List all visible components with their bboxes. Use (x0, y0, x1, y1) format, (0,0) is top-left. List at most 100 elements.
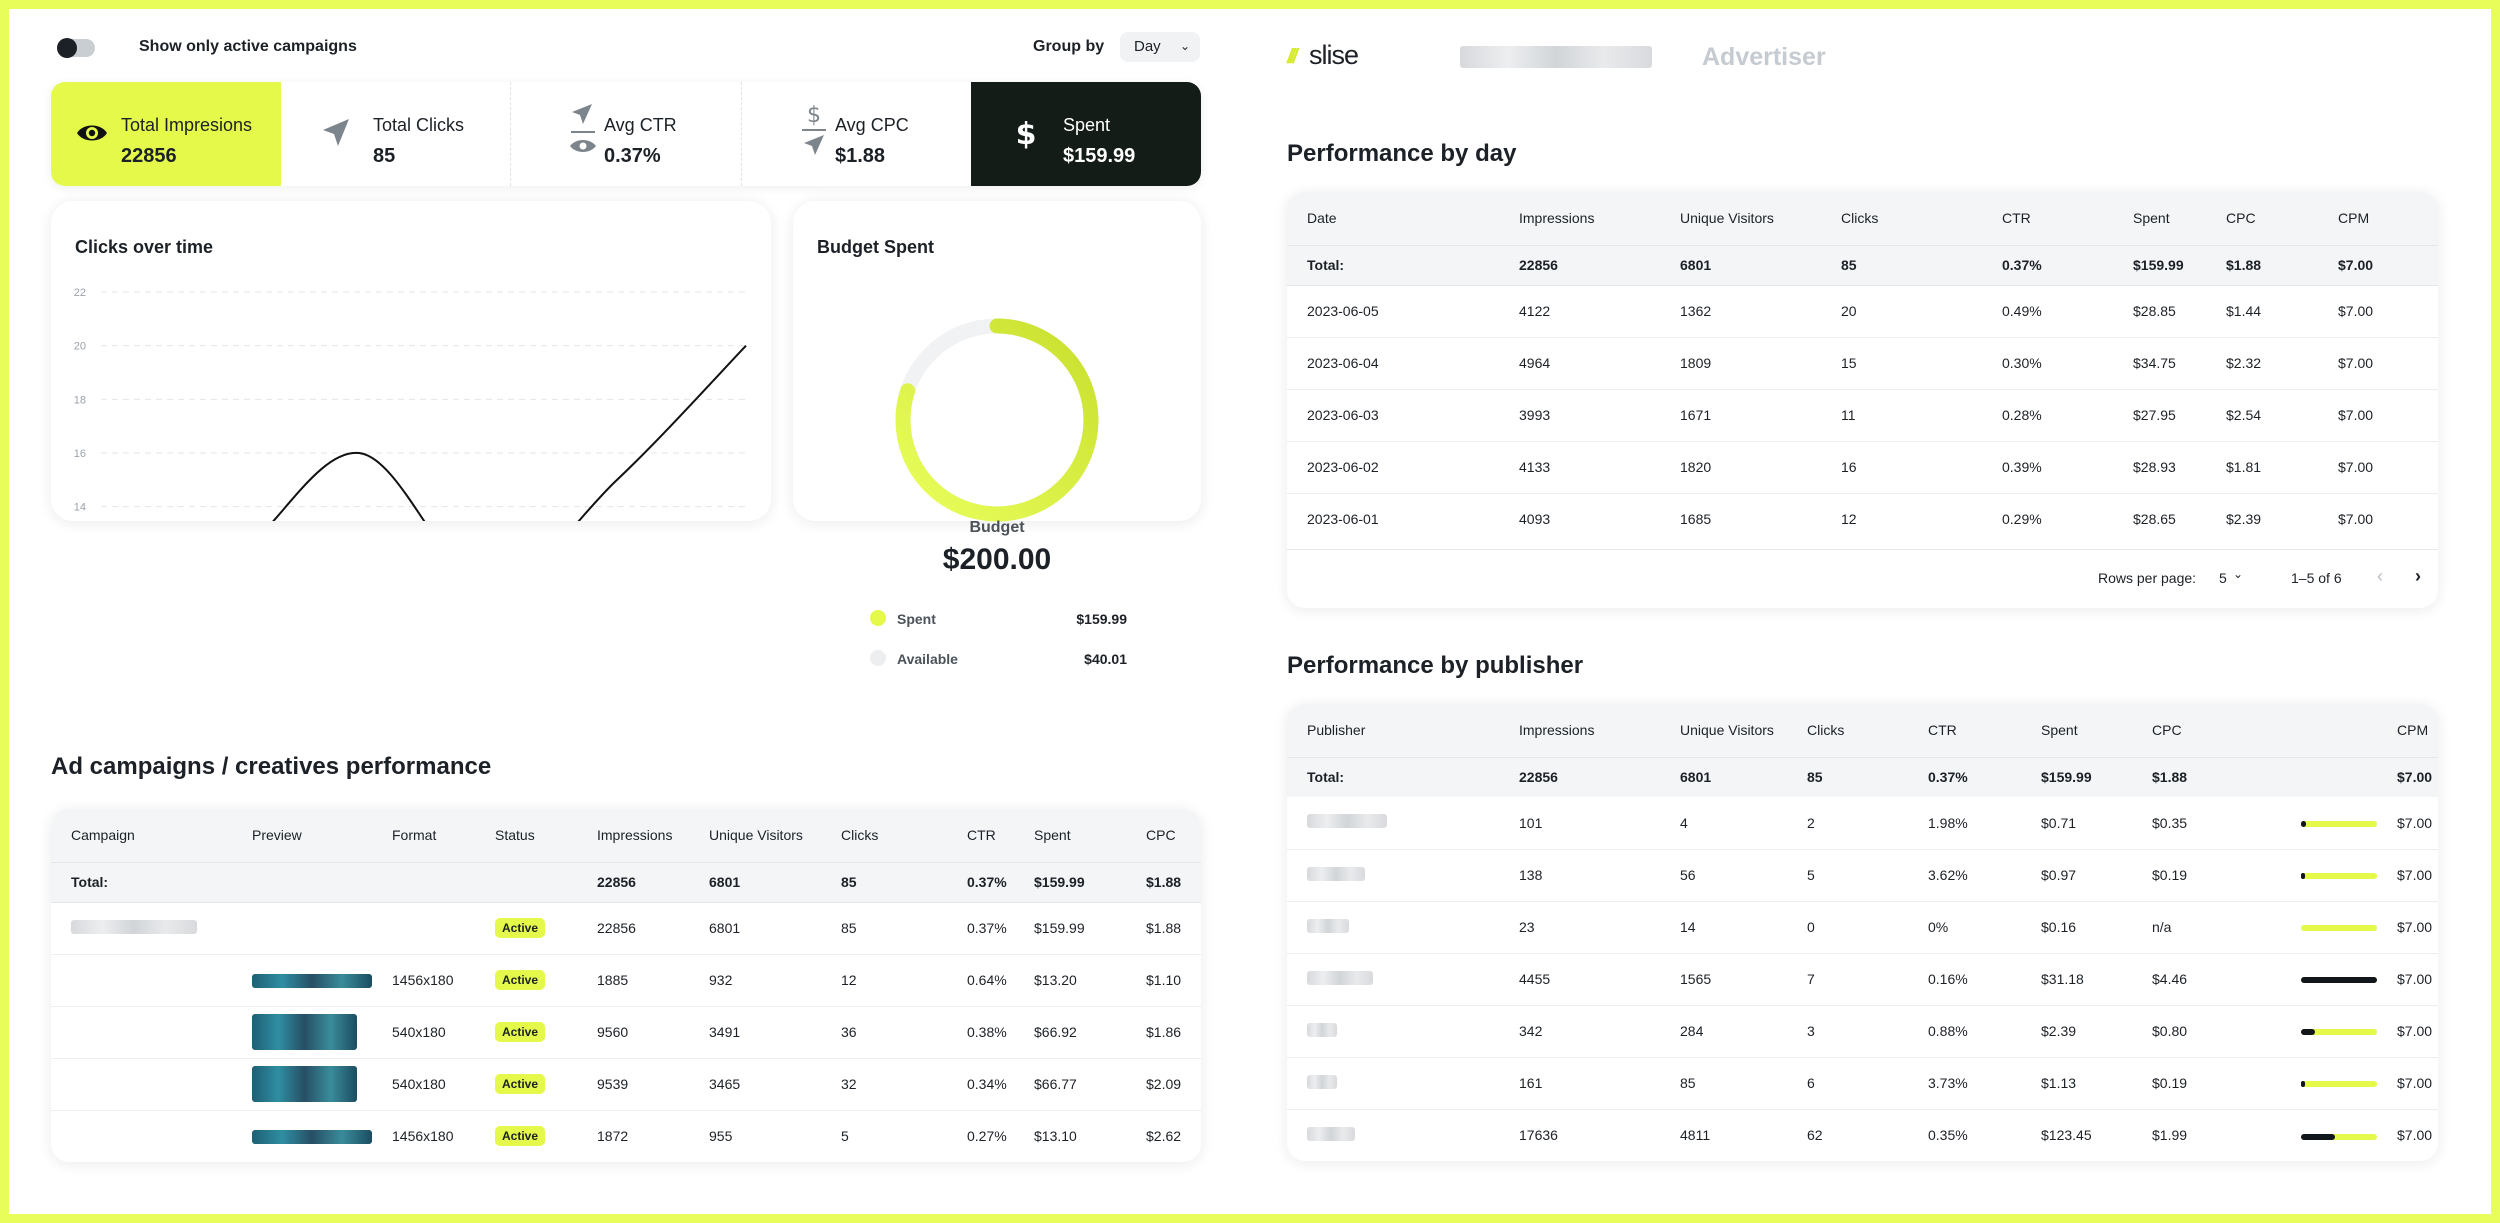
chevron-right-icon[interactable]: › (2415, 566, 2421, 586)
legend-spent-value: $159.99 (1076, 611, 1127, 627)
creative-preview[interactable] (252, 1130, 372, 1145)
col-campaign[interactable]: Campaign (51, 809, 232, 862)
table-row[interactable]: 540x180 Active 9539 3465 32 0.34% $66.77… (51, 1058, 1201, 1111)
col-status[interactable]: Status (475, 809, 577, 862)
creative-preview[interactable] (252, 974, 372, 989)
cell: 0.49% (1982, 285, 2113, 338)
cell: $159.99 (2113, 244, 2206, 286)
col-clicks[interactable]: Clicks (821, 809, 947, 862)
col-format[interactable]: Format (372, 809, 475, 862)
table-row[interactable]: 2023-06-02 4133 1820 16 0.39% $28.93 $1.… (1287, 441, 2438, 494)
cell: $1.13 (2021, 1057, 2132, 1110)
col-publisher[interactable]: Publisher (1287, 704, 1499, 757)
cell: $13.20 (1014, 954, 1126, 1007)
stat-label: Avg CTR (604, 115, 677, 135)
table-row[interactable]: 540x180 Active 9560 3491 36 0.38% $66.92… (51, 1006, 1201, 1059)
table-row[interactable]: 23 14 0 0% $0.16 n/a $7.00 (1287, 901, 2438, 954)
cell: $7.00 (2318, 285, 2438, 338)
col-clicks[interactable]: Clicks (1787, 704, 1908, 757)
cpc-bar (2301, 873, 2377, 880)
cell: $1.88 (2132, 756, 2281, 797)
cell: 3491 (689, 1006, 821, 1059)
table-row[interactable]: 2023-06-05 4122 1362 20 0.49% $28.85 $1.… (1287, 285, 2438, 338)
cell: 14 (1660, 901, 1787, 954)
stat-spent[interactable]: $ Spent $159.99 (971, 82, 1201, 186)
cell: 6801 (1660, 244, 1821, 286)
table-row[interactable]: 2023-06-03 3993 1671 11 0.28% $27.95 $2.… (1287, 389, 2438, 442)
table-row[interactable]: 138 56 5 3.62% $0.97 $0.19 $7.00 (1287, 849, 2438, 902)
cell: $1.86 (1126, 1006, 1201, 1059)
creative-preview[interactable] (252, 1014, 357, 1050)
col-cpm[interactable]: CPM (2377, 704, 2438, 757)
table-row[interactable]: 1456x180 Active 1872 955 5 0.27% $13.10 … (51, 1110, 1201, 1162)
table-row[interactable]: Active 22856 6801 85 0.37% $159.99 $1.88 (51, 902, 1201, 955)
cell: $7.00 (2377, 953, 2438, 1006)
cell: $7.00 (2377, 797, 2438, 850)
cell: 22856 (1499, 756, 1660, 797)
col-cpm[interactable]: CPM (2318, 192, 2438, 245)
stat-total-clicks[interactable]: Total Clicks 85 (281, 82, 511, 186)
rows-per-page-select[interactable]: 5 ⌄ (2219, 567, 2259, 586)
col-ctr[interactable]: CTR (1982, 192, 2113, 245)
col-impressions[interactable]: Impressions (1499, 192, 1660, 245)
pagination-divider (1287, 549, 2438, 550)
cell: 85 (1660, 1057, 1787, 1110)
logo-mark-icon: /// (1287, 46, 1298, 68)
cell: 284 (1660, 1005, 1787, 1058)
col-impressions[interactable]: Impressions (1499, 704, 1660, 757)
cell: 4455 (1499, 953, 1660, 1006)
cpc-bar (2301, 977, 2377, 984)
cell: 0.38% (947, 1006, 1014, 1059)
stat-total-impressions[interactable]: Total Impresions 22856 (51, 82, 281, 186)
cell: n/a (2132, 901, 2281, 954)
budget-spent-arc (895, 318, 1099, 522)
col-impressions[interactable]: Impressions (577, 809, 689, 862)
col-unique-visitors[interactable]: Unique Visitors (1660, 704, 1787, 757)
cpc-bar (2301, 1029, 2377, 1036)
col-cpc[interactable]: CPC (1126, 809, 1201, 862)
col-spent[interactable]: Spent (2021, 704, 2132, 757)
col-cpc[interactable]: CPC (2132, 704, 2281, 757)
chart-title: Clicks over time (75, 237, 214, 257)
stat-avg-ctr[interactable]: Avg CTR 0.37% (512, 82, 742, 186)
cell: $0.16 (2021, 901, 2132, 954)
total-row: Total: 22856 6801 85 0.37% $159.99 $1.88 (51, 861, 1201, 903)
col-spent[interactable]: Spent (2113, 192, 2206, 245)
col-clicks[interactable]: Clicks (1821, 192, 1982, 245)
cell: 0.34% (947, 1058, 1014, 1111)
active-campaigns-toggle[interactable] (57, 38, 95, 58)
status-badge: Active (495, 918, 546, 938)
chevron-left-icon[interactable]: ‹ (2377, 566, 2383, 586)
cell: $7.00 (2318, 441, 2438, 494)
group-by-select[interactable]: Day ⌄ (1120, 32, 1200, 62)
clicks-chart-card: Clicks over time 10121416182022May 31Jun… (51, 201, 771, 521)
col-unique-visitors[interactable]: Unique Visitors (1660, 192, 1821, 245)
col-preview[interactable]: Preview (232, 809, 372, 862)
cell: 3 (1787, 1005, 1908, 1058)
table-row[interactable]: 2023-06-01 4093 1685 12 0.29% $28.65 $2.… (1287, 493, 2438, 545)
creative-preview[interactable] (252, 1066, 357, 1102)
cell: 161 (1499, 1057, 1660, 1110)
cell: 2023-06-03 (1287, 389, 1499, 442)
cell: $0.19 (2132, 849, 2281, 902)
redacted-account-name (1460, 46, 1652, 68)
table-row[interactable]: 161 85 6 3.73% $1.13 $0.19 $7.00 (1287, 1057, 2438, 1110)
col-ctr[interactable]: CTR (1908, 704, 2021, 757)
table-row[interactable]: 4455 1565 7 0.16% $31.18 $4.46 $7.00 (1287, 953, 2438, 1006)
toggle-knob (57, 38, 77, 58)
col-cpc[interactable]: CPC (2206, 192, 2318, 245)
table-row[interactable]: 101 4 2 1.98% $0.71 $0.35 $7.00 (1287, 797, 2438, 850)
col-unique-visitors[interactable]: Unique Visitors (689, 809, 821, 862)
col-spent[interactable]: Spent (1014, 809, 1126, 862)
col-ctr[interactable]: CTR (947, 809, 1014, 862)
table-row[interactable]: 1456x180 Active 1885 932 12 0.64% $13.20… (51, 954, 1201, 1007)
redacted-publisher-name (1307, 918, 1349, 933)
table-row[interactable]: 2023-06-04 4964 1809 15 0.30% $34.75 $2.… (1287, 337, 2438, 390)
table-row[interactable]: 342 284 3 0.88% $2.39 $0.80 $7.00 (1287, 1005, 2438, 1058)
stat-avg-cpc[interactable]: $ Avg CPC $1.88 (743, 82, 973, 186)
cell: $7.00 (2338, 511, 2374, 528)
col-date[interactable]: Date (1287, 192, 1499, 245)
table-row[interactable]: 17636 4811 62 0.35% $123.45 $1.99 $7.00 (1287, 1109, 2438, 1161)
cell: 0.37% (947, 861, 1014, 903)
group-by-label: Group by (1033, 38, 1105, 55)
